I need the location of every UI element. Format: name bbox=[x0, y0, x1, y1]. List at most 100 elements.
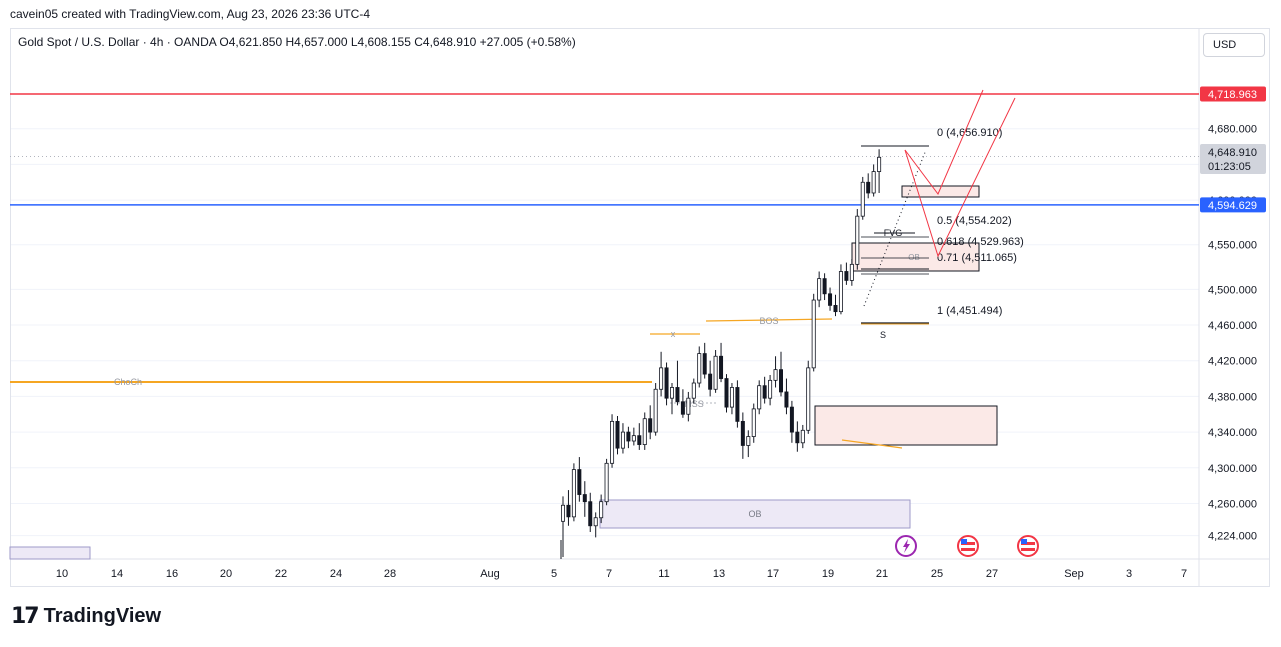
x-tick-label: 19 bbox=[822, 568, 834, 580]
order-block-lower-label: OB bbox=[748, 509, 761, 519]
x-tick-label: 28 bbox=[384, 568, 396, 580]
candle-body bbox=[849, 263, 854, 281]
x-marker-label: x bbox=[671, 329, 676, 339]
tradingview-logo-icon: 17 bbox=[11, 604, 40, 629]
candle-body bbox=[757, 385, 762, 410]
us-flag-event-icon-stripe bbox=[1021, 542, 1035, 545]
candle-body bbox=[653, 388, 658, 433]
candle-body bbox=[593, 517, 598, 527]
candle-body bbox=[828, 293, 833, 306]
candle-body bbox=[719, 355, 724, 379]
us-flag-event-icon-stripe bbox=[961, 548, 975, 551]
candle-body bbox=[691, 382, 696, 399]
candle-body bbox=[735, 387, 740, 422]
us-flag-event-icon-stripe bbox=[961, 542, 975, 545]
y-tick-label: 4,300.000 bbox=[1208, 463, 1257, 475]
candle-body bbox=[806, 367, 811, 431]
s-marker-label: S bbox=[880, 330, 886, 340]
projection-path-lower bbox=[904, 97, 1016, 258]
candle-body bbox=[642, 418, 647, 445]
candle-body bbox=[561, 504, 566, 522]
bos-line bbox=[705, 318, 833, 322]
candle-body bbox=[800, 429, 805, 444]
order-block-left-zone bbox=[9, 546, 91, 560]
candle-body bbox=[626, 431, 631, 442]
order-block-upper-label: OB bbox=[908, 253, 920, 262]
us-flag-event-icon-stripe bbox=[1021, 548, 1035, 551]
candle-body bbox=[708, 373, 713, 390]
candle-body bbox=[577, 469, 582, 495]
candle-body bbox=[702, 353, 707, 375]
chart-frame bbox=[10, 28, 1270, 587]
chart-caption: cavein05 created with TradingView.com, A… bbox=[10, 7, 370, 21]
x-tick-label: Sep bbox=[1064, 568, 1084, 580]
price-tag-red-bg bbox=[1200, 86, 1266, 102]
candle-body bbox=[713, 355, 718, 390]
candle-body bbox=[588, 501, 593, 527]
candle-body bbox=[877, 156, 882, 172]
order-block-lower-zone bbox=[599, 499, 911, 529]
candle-body bbox=[571, 469, 576, 518]
x-tick-label: 5 bbox=[551, 568, 557, 580]
y-tick-label: 4,340.000 bbox=[1208, 427, 1257, 439]
fib-level-label: 0.5 (4,554.202) bbox=[937, 215, 1012, 227]
x-tick-label: 7 bbox=[606, 568, 612, 580]
candle-body bbox=[664, 367, 669, 399]
x-tick-label: 17 bbox=[767, 568, 779, 580]
y-tick-label: 4,260.000 bbox=[1208, 498, 1257, 510]
candle-body bbox=[844, 271, 849, 281]
candle-body bbox=[779, 369, 784, 393]
candle-body bbox=[599, 501, 604, 519]
price-tag-current-bg bbox=[1200, 144, 1266, 174]
tradingview-logo[interactable]: 17 TradingView bbox=[11, 604, 161, 629]
candle-body bbox=[762, 385, 767, 399]
candle-body bbox=[697, 353, 702, 384]
candle-body bbox=[675, 387, 680, 403]
x-tick-label: 14 bbox=[111, 568, 123, 580]
candle-body bbox=[866, 181, 871, 194]
candle-body bbox=[680, 401, 685, 415]
x-tick-label: 27 bbox=[986, 568, 998, 580]
fib-level-label: 1 (4,451.494) bbox=[937, 305, 1002, 317]
candle-body bbox=[615, 420, 620, 449]
x-tick-label: 7 bbox=[1181, 568, 1187, 580]
candle-body bbox=[631, 435, 636, 442]
y-tick-label: 4,500.000 bbox=[1208, 284, 1257, 296]
candle-body bbox=[620, 431, 625, 449]
demand-zone bbox=[814, 405, 998, 446]
candle-body bbox=[795, 431, 800, 444]
projection-path-upper bbox=[904, 89, 984, 195]
currency-selector[interactable]: USD bbox=[1203, 33, 1265, 57]
candle-body bbox=[686, 397, 691, 415]
price-tag-red: 4,718.963 bbox=[1208, 89, 1257, 101]
candle-body bbox=[822, 278, 827, 295]
candle-body bbox=[811, 299, 816, 369]
lightning-bolt bbox=[903, 539, 910, 553]
candle-body bbox=[740, 420, 745, 446]
fvg-label: FVG bbox=[884, 228, 903, 238]
symbol-legend: Gold Spot / U.S. Dollar · 4h · OANDA O4,… bbox=[18, 35, 576, 49]
candle-body bbox=[582, 494, 587, 503]
choch-label: ChoCh bbox=[114, 377, 142, 387]
us-flag-event-icon-canton bbox=[961, 539, 967, 544]
x-tick-label: 11 bbox=[658, 568, 669, 580]
candle-body bbox=[659, 367, 664, 390]
x-tick-label: 13 bbox=[713, 568, 725, 580]
price-tag-blue: 4,594.629 bbox=[1208, 200, 1257, 212]
candle-body bbox=[746, 436, 751, 446]
candle-body bbox=[833, 304, 838, 313]
x-tick-label: 20 bbox=[220, 568, 232, 580]
fib-level-label: 0.71 (4,511.065) bbox=[937, 252, 1017, 264]
x-tick-label: 16 bbox=[166, 568, 178, 580]
x-tick-label: 21 bbox=[876, 568, 888, 580]
tradingview-logo-text: TradingView bbox=[43, 605, 162, 627]
x-tick-label: 10 bbox=[56, 568, 68, 580]
mss-label: MSS bbox=[684, 399, 704, 409]
x-tick-label: 22 bbox=[275, 568, 287, 580]
bos-label: BOS bbox=[759, 316, 778, 326]
candle-body bbox=[855, 215, 860, 265]
price-tag-current: 4,648.910 bbox=[1208, 147, 1257, 159]
candle-body bbox=[648, 418, 653, 433]
fib-level-label: 0 (4,656.910) bbox=[937, 127, 1002, 139]
